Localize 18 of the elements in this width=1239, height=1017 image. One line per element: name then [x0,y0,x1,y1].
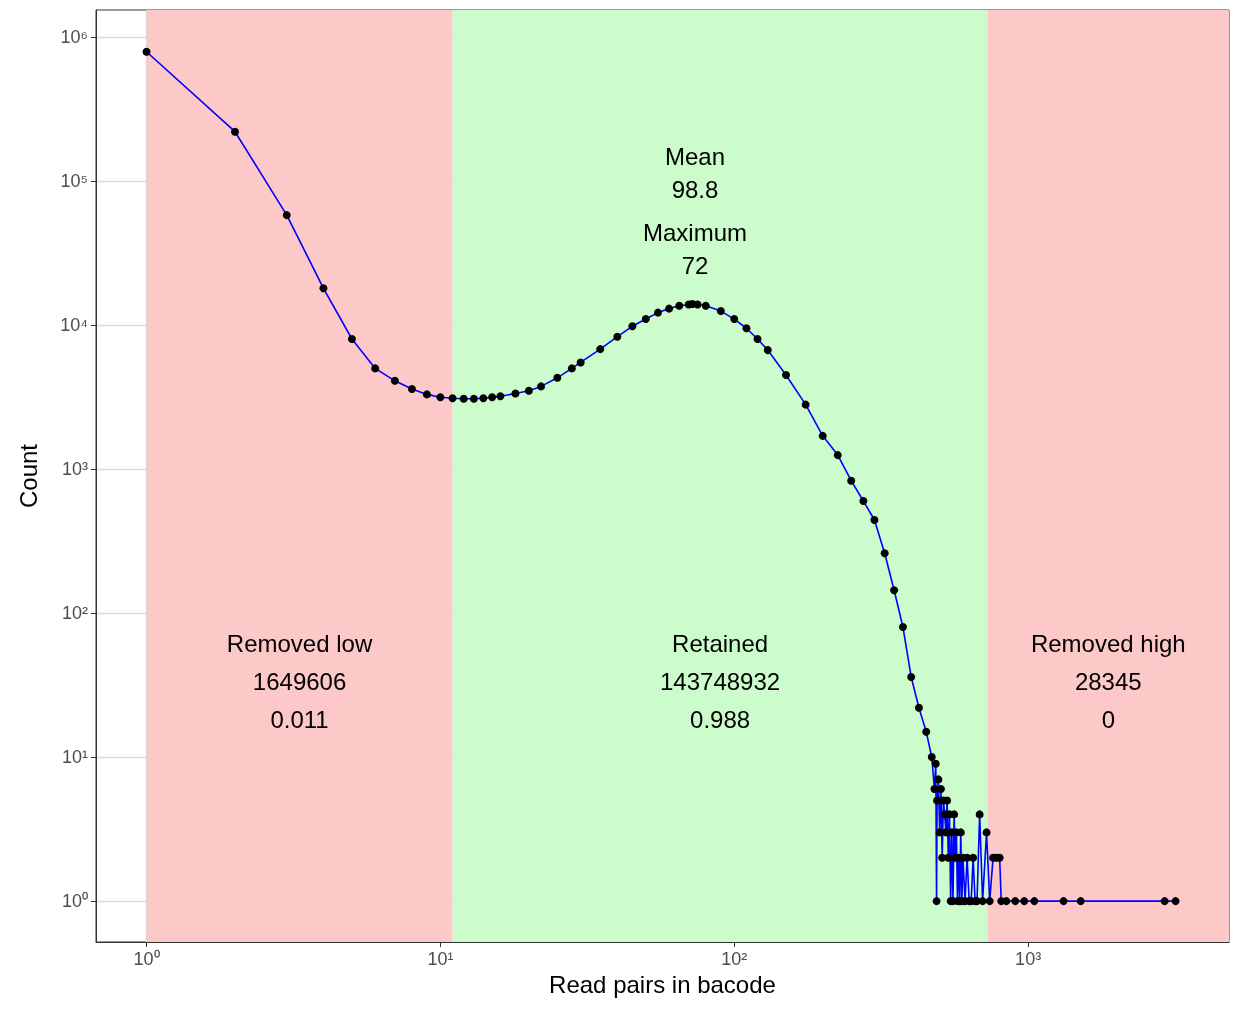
x-tick-label: 10¹ [427,949,454,969]
y-tick-label: 10⁰ [61,891,88,912]
x-tick-label: 10³ [1015,949,1042,969]
y-tick-label: 10⁵ [60,171,88,192]
band-label: Retained 143748932 0.988 [660,629,781,733]
band-label: Removed low 1649606 0.011 [226,629,373,733]
y-tick-label: 10⁴ [60,315,88,336]
y-tick-label: 10⁶ [60,27,88,48]
x-axis-title: Read pairs in bacode [549,971,776,999]
annotation: Maximum 72 [642,219,748,279]
y-tick-label: 10² [61,603,89,624]
y-tick-label: 10¹ [61,747,89,768]
y-axis-title: Count [14,443,42,509]
annotation: Mean 98.8 [664,143,726,203]
x-tick-label: 10² [721,949,748,969]
x-tick-label: 10⁰ [133,949,160,969]
band-label: Removed high 28345 0 [1030,629,1186,733]
y-tick-label: 10³ [61,459,89,480]
